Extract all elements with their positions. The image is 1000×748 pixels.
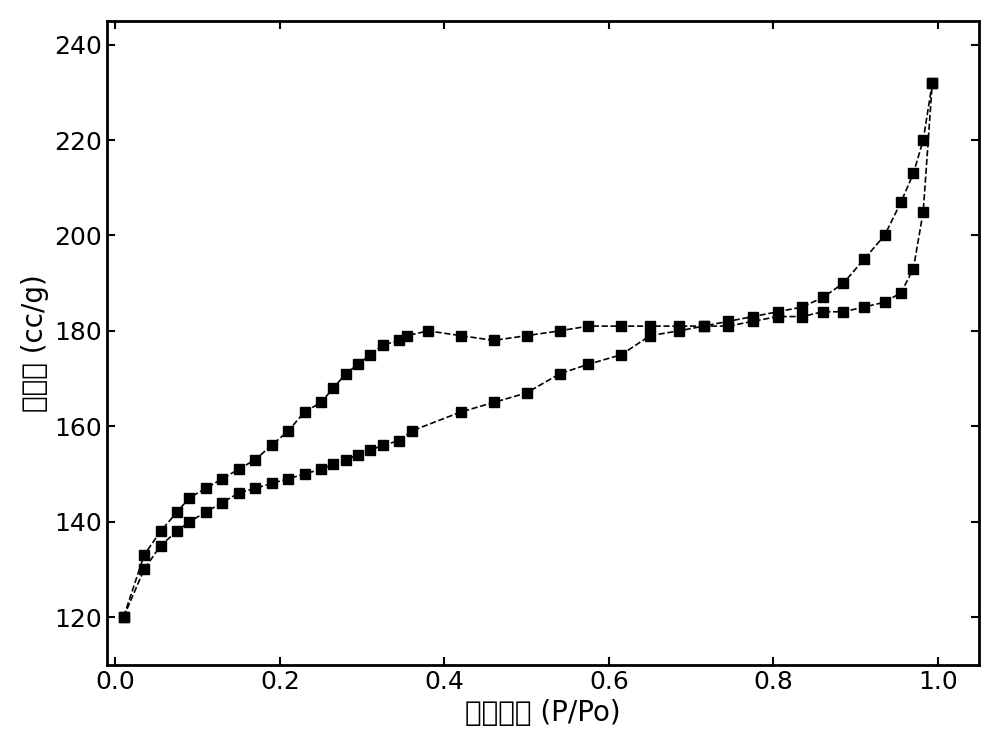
Y-axis label: 吸附量 (cc/g): 吸附量 (cc/g)	[21, 274, 49, 411]
X-axis label: 相对压力 (P/Po): 相对压力 (P/Po)	[465, 699, 621, 727]
